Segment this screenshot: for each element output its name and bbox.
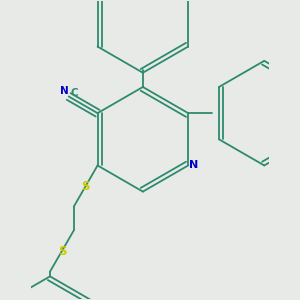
Text: S: S — [58, 244, 66, 257]
Text: N: N — [60, 85, 68, 96]
Text: C: C — [71, 88, 79, 98]
Text: N: N — [190, 160, 199, 170]
Text: S: S — [81, 179, 90, 193]
